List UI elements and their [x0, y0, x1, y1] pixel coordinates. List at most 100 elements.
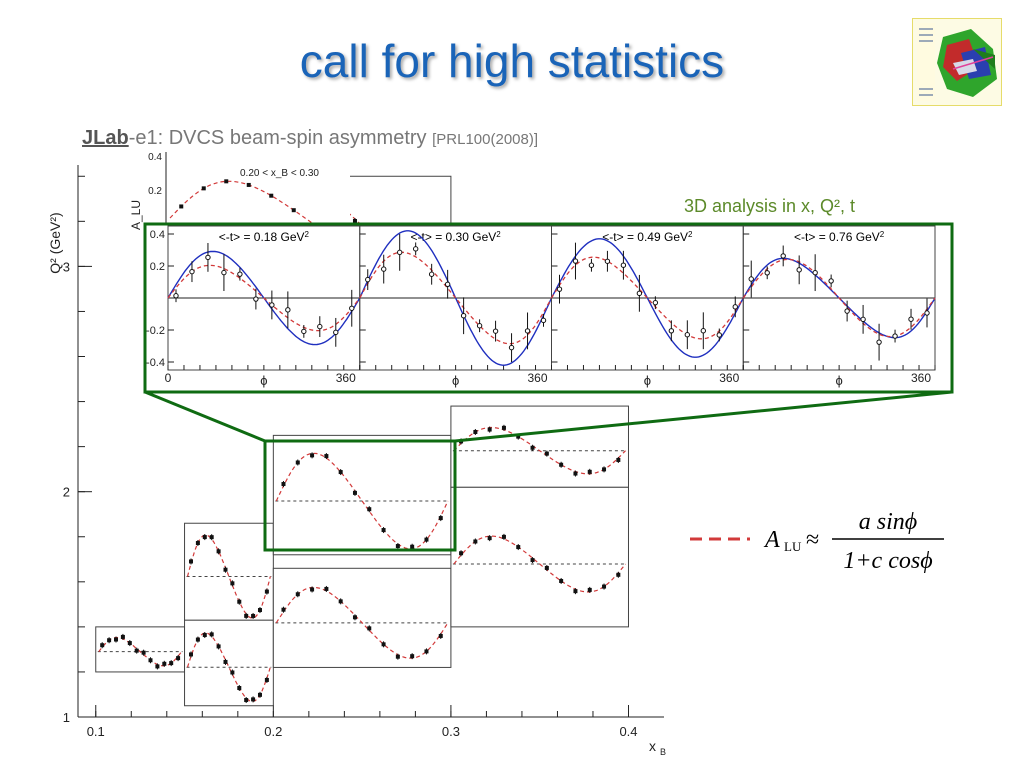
bin-data-point	[501, 425, 506, 430]
x-axis-label-sub: B	[660, 747, 666, 757]
tbin-panel: <-t> = 0.18 GeV2	[167, 225, 361, 371]
inset-y-axis-label: A_LU	[129, 200, 143, 230]
tbin-data-point	[221, 269, 227, 276]
bin-data-point	[295, 592, 300, 597]
tbin-x-axis-label: ϕ	[452, 373, 459, 388]
tbin-data-point	[620, 262, 627, 268]
tbin-data-point	[301, 328, 307, 335]
bin-frame	[184, 619, 274, 707]
tbin-red-fit-curve	[167, 264, 361, 332]
tbin-data-point	[780, 253, 786, 259]
tbin-data-point	[396, 249, 403, 256]
tbin-panel: <-t> = 0.76 GeV2	[742, 225, 936, 371]
bin-data-point	[230, 670, 235, 675]
tbin-data-point	[812, 269, 818, 276]
x-tick-label: 0.2	[264, 724, 282, 739]
tbin-data-point	[876, 339, 882, 345]
tbin-data-point	[716, 332, 722, 338]
tbin-y-tick-label: -0.4	[146, 357, 165, 369]
bin-data-point	[395, 654, 400, 659]
formula-approx: ≈	[806, 527, 819, 553]
detector-logo-icon	[917, 23, 997, 101]
tbin-data-point	[556, 286, 563, 292]
bin-data-point	[587, 469, 592, 474]
bin-data-point	[573, 471, 578, 476]
tbin-data-point	[205, 254, 211, 261]
bin-data-point	[559, 578, 564, 583]
bin-data-point	[310, 587, 315, 592]
bin-data-point	[544, 451, 549, 456]
bin-data-point	[573, 589, 578, 594]
tbin-data-point	[381, 266, 387, 272]
annotation-3d-analysis: 3D analysis in x, Q², t	[684, 196, 856, 216]
tbin-data-point	[540, 317, 547, 324]
bin-data-point	[148, 658, 153, 663]
tbin-data-point	[908, 316, 914, 322]
tbin-y-tick-label: -0.2	[146, 325, 165, 337]
tbin-x-axis-label: ϕ	[260, 373, 267, 388]
bin-data-point	[195, 541, 200, 546]
tbin-data-point	[524, 328, 531, 334]
bin-data-point	[310, 453, 315, 458]
tbin-data-point	[588, 262, 595, 268]
bin-data-point	[530, 445, 535, 450]
bin-data-point	[410, 544, 415, 549]
tbin-data-point	[796, 267, 802, 273]
bin-fit-curve	[275, 452, 449, 550]
tbin-x-axis-label: ϕ	[644, 373, 651, 388]
bin-cell	[184, 522, 274, 621]
bin-data-point	[216, 644, 221, 649]
bin-cell	[184, 619, 274, 707]
bin-data-point	[616, 572, 621, 577]
bin-data-point	[107, 638, 112, 643]
bin-data-point	[381, 528, 386, 533]
bin-data-point	[281, 482, 286, 487]
bin-data-point	[487, 536, 492, 541]
bin-data-point	[338, 599, 343, 604]
tbin-y-tick-label: 0.2	[150, 261, 165, 273]
bin-data-point	[127, 641, 132, 646]
tbin-data-point	[604, 258, 611, 264]
tbin-data-point	[476, 323, 483, 329]
tbin-blue-fit-curve	[550, 238, 744, 358]
bin-data-point	[223, 567, 228, 572]
tbin-panel: <-t> = 0.49 GeV2	[550, 225, 744, 371]
bin-data-point	[559, 462, 564, 467]
formula-numerator: a sinϕ	[859, 509, 917, 535]
tbin-data-point	[892, 333, 898, 339]
bin-data-point	[473, 429, 478, 434]
jlab-label: JLab	[82, 127, 129, 149]
tbin-data-point	[684, 332, 691, 338]
bin-data-point	[438, 633, 443, 638]
tbin-x-tick-label: 360	[911, 371, 931, 385]
tbin-data-point	[269, 302, 275, 308]
tbin-data-point	[652, 299, 659, 306]
bin-fit-curve	[453, 535, 626, 593]
bin-data-point	[216, 549, 221, 554]
tbin-data-point	[412, 246, 419, 252]
tbin-data-point	[173, 293, 179, 299]
bin-cell	[272, 434, 452, 556]
alu-formula: A LU ≈ a sinϕ 1+c cosϕ	[690, 509, 944, 574]
y-axis-label: Q² (GeV²)	[47, 212, 63, 273]
bin-data-point	[141, 650, 146, 655]
tbin-x-tick-label: 360	[527, 371, 547, 385]
bin-data-point	[616, 457, 621, 462]
tbin-data-point	[365, 276, 371, 283]
inset-y-tick-label: 0.2	[148, 186, 162, 197]
tbin-x-tick-label: 360	[336, 371, 356, 385]
bin-data-point	[114, 637, 119, 642]
x-tick-label: 0.4	[619, 724, 637, 739]
tbin-data-point	[333, 329, 339, 336]
slide-title: call for high statistics	[299, 35, 725, 87]
x-tick-label: 0.3	[442, 724, 460, 739]
bin-fit-curve	[453, 426, 626, 475]
tbin-x-axis-label: ϕ	[835, 373, 842, 388]
bin-data-point	[264, 589, 269, 594]
bin-data-point	[237, 599, 242, 604]
tbin-data-point	[349, 305, 355, 311]
tbin-red-fit-curve	[550, 256, 744, 340]
bin-data-point	[367, 626, 372, 631]
bin-data-point	[251, 613, 256, 618]
